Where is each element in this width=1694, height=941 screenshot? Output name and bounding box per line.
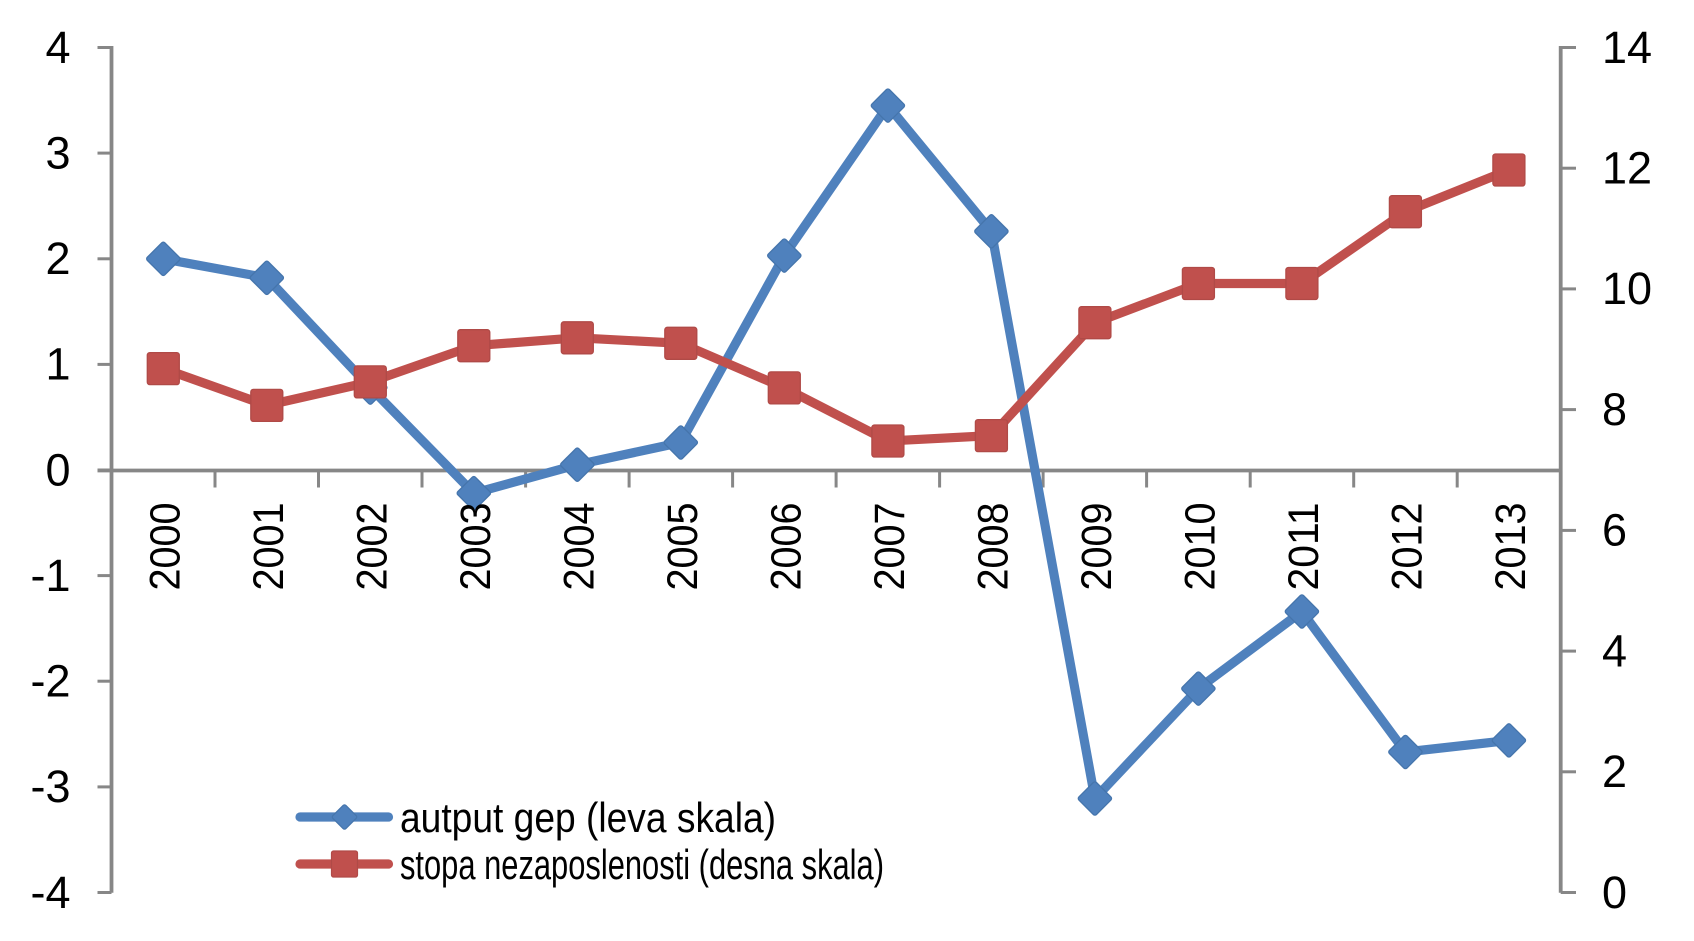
svg-text:2006: 2006	[763, 503, 811, 591]
svg-text:2004: 2004	[556, 503, 604, 591]
svg-text:2011: 2011	[1280, 503, 1328, 591]
svg-text:-4: -4	[30, 867, 70, 918]
svg-text:2003: 2003	[452, 503, 500, 591]
svg-text:8: 8	[1602, 384, 1627, 435]
svg-text:0: 0	[45, 444, 70, 495]
svg-text:-2: -2	[30, 656, 70, 707]
svg-text:2001: 2001	[245, 503, 293, 591]
svg-text:0: 0	[1602, 867, 1627, 918]
svg-text:2012: 2012	[1384, 503, 1432, 591]
svg-text:2008: 2008	[970, 503, 1018, 591]
svg-text:14: 14	[1602, 22, 1652, 73]
svg-text:3: 3	[45, 127, 70, 178]
svg-text:1: 1	[45, 339, 70, 390]
svg-text:2: 2	[45, 233, 70, 284]
svg-text:4: 4	[1602, 625, 1627, 676]
svg-text:2000: 2000	[142, 503, 190, 591]
svg-text:2013: 2013	[1487, 503, 1535, 591]
svg-text:2007: 2007	[866, 503, 914, 591]
svg-text:autput gep (leva skala): autput gep (leva skala)	[400, 794, 776, 841]
svg-text:stopa nezaposlenosti (desna sk: stopa nezaposlenosti (desna skala)	[400, 841, 884, 888]
svg-text:12: 12	[1602, 143, 1652, 194]
svg-text:2005: 2005	[659, 503, 707, 591]
svg-text:2010: 2010	[1177, 503, 1225, 591]
svg-text:2: 2	[1602, 746, 1627, 797]
svg-text:-3: -3	[30, 761, 70, 812]
svg-text:2009: 2009	[1073, 503, 1121, 591]
svg-text:2002: 2002	[349, 503, 397, 591]
svg-text:6: 6	[1602, 505, 1627, 556]
svg-text:4: 4	[45, 22, 70, 73]
svg-text:-1: -1	[30, 550, 70, 601]
svg-text:10: 10	[1602, 263, 1652, 314]
